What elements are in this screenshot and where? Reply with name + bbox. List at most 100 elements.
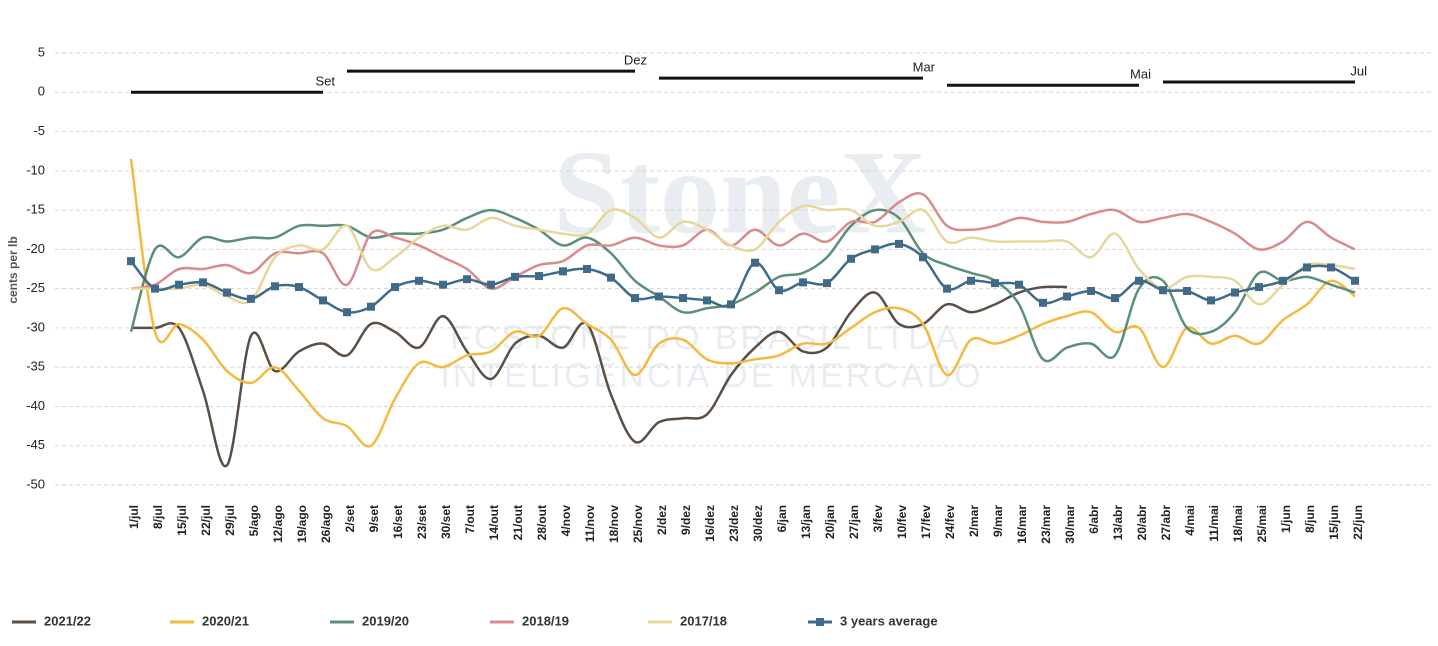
contract-label: Set (315, 74, 335, 89)
point-marker (991, 279, 999, 288)
x-tick-label: 6/abr (1087, 505, 1101, 534)
legend-label: 2018/19 (522, 613, 569, 628)
x-tick-label: 4/mai (1183, 505, 1197, 536)
point-marker (247, 294, 255, 303)
x-tick-label: 19/ago (295, 505, 309, 543)
x-tick-label: 18/nov (607, 505, 621, 543)
x-tick-label: 14/out (487, 505, 501, 540)
contract-label: Dez (624, 53, 647, 68)
contract-label: Jul (1350, 63, 1367, 78)
series-line (130, 242, 1356, 314)
x-tick-label: 2/dez (655, 505, 669, 535)
point-marker (391, 283, 399, 292)
x-tick-label: 13/jan (799, 505, 813, 539)
point-marker (871, 245, 879, 254)
x-tick-label: 21/out (511, 505, 525, 540)
point-marker (943, 284, 951, 293)
point-marker (319, 296, 327, 305)
point-marker (703, 296, 711, 305)
point-marker (415, 276, 423, 285)
watermark-logo: StoneX (553, 126, 926, 259)
point-marker (151, 284, 159, 293)
point-marker (583, 265, 591, 273)
point-marker (1015, 280, 1023, 289)
x-tick-label: 20/abr (1135, 505, 1149, 541)
x-tick-label: 8/jul (151, 505, 165, 529)
x-tick-label: 29/jul (223, 505, 237, 536)
x-tick-label: 9/dez (679, 505, 693, 535)
legend-label: 3 years average (840, 613, 938, 628)
x-tick-label: 22/jun (1351, 505, 1365, 540)
x-tick-label: 27/abr (1159, 505, 1173, 541)
point-marker (559, 267, 567, 276)
point-marker (463, 275, 471, 284)
point-marker (823, 279, 831, 288)
x-tick-label: 1/jun (1279, 505, 1293, 533)
point-marker (895, 239, 903, 248)
point-marker (1135, 276, 1143, 285)
watermark-tagline: INTELIGÊNCIA DE MERCADO (440, 357, 983, 395)
y-tick-label: 5 (38, 44, 45, 59)
y-tick-label: -40 (26, 398, 45, 413)
contract-label: Mar (913, 60, 936, 75)
point-marker (847, 254, 855, 263)
point-marker (295, 283, 303, 292)
x-tick-label: 15/jun (1327, 505, 1341, 540)
point-marker (271, 282, 279, 291)
point-marker (679, 294, 687, 303)
point-marker (1183, 286, 1191, 295)
point-marker (607, 273, 615, 282)
point-marker (1087, 286, 1095, 295)
x-tick-label: 26/ago (319, 505, 333, 543)
x-tick-label: 24/fev (943, 505, 957, 539)
legend-label: 2020/21 (202, 613, 249, 628)
point-marker (199, 278, 207, 287)
x-tick-label: 16/set (391, 505, 405, 539)
point-marker (1255, 283, 1263, 292)
x-tick-label: 25/nov (631, 505, 645, 543)
point-marker (127, 257, 135, 266)
y-tick-label: -5 (33, 123, 45, 138)
y-tick-label: -35 (26, 359, 45, 374)
x-tick-label: 28/out (535, 505, 549, 540)
x-tick-label: 6/jan (775, 505, 789, 532)
legend-label: 2021/22 (44, 613, 91, 628)
x-tick-label: 27/jan (847, 505, 861, 539)
x-tick-label: 1/jul (127, 505, 141, 529)
series-line (129, 208, 1356, 363)
legend-label: 2019/20 (362, 613, 409, 628)
point-marker (511, 272, 519, 281)
point-marker (751, 258, 759, 267)
y-tick-label: -30 (26, 319, 45, 334)
x-tick-label: 30/set (439, 505, 453, 539)
y-tick-label: -20 (26, 241, 45, 256)
point-marker (1231, 288, 1239, 297)
point-marker (1279, 276, 1287, 285)
x-tick-label: 3/fev (871, 505, 885, 533)
x-tick-label: 2/mar (967, 505, 981, 537)
x-tick-label: 18/mai (1231, 505, 1245, 542)
point-marker (919, 253, 927, 262)
x-tick-label: 9/set (367, 505, 381, 532)
x-tick-label: 15/jul (175, 505, 189, 536)
point-marker (1303, 263, 1311, 272)
point-marker (1159, 286, 1167, 295)
point-marker (535, 272, 543, 281)
point-marker (631, 294, 639, 303)
point-marker (223, 288, 231, 297)
x-tick-label: 4/nov (559, 505, 573, 537)
point-marker (1327, 263, 1335, 272)
x-tick-label: 16/dez (703, 505, 717, 542)
y-tick-label: -50 (26, 476, 45, 491)
x-tick-label: 30/dez (751, 505, 765, 542)
point-marker (1207, 296, 1215, 305)
point-marker (775, 286, 783, 295)
legend-marker (816, 618, 824, 626)
contract-label: Mai (1130, 67, 1151, 82)
x-tick-label: 20/jan (823, 505, 837, 539)
point-marker (967, 276, 975, 285)
y-tick-label: -25 (26, 280, 45, 295)
x-tick-label: 23/mar (1039, 505, 1053, 544)
x-tick-label: 23/set (415, 505, 429, 539)
x-tick-label: 2/set (343, 505, 357, 532)
